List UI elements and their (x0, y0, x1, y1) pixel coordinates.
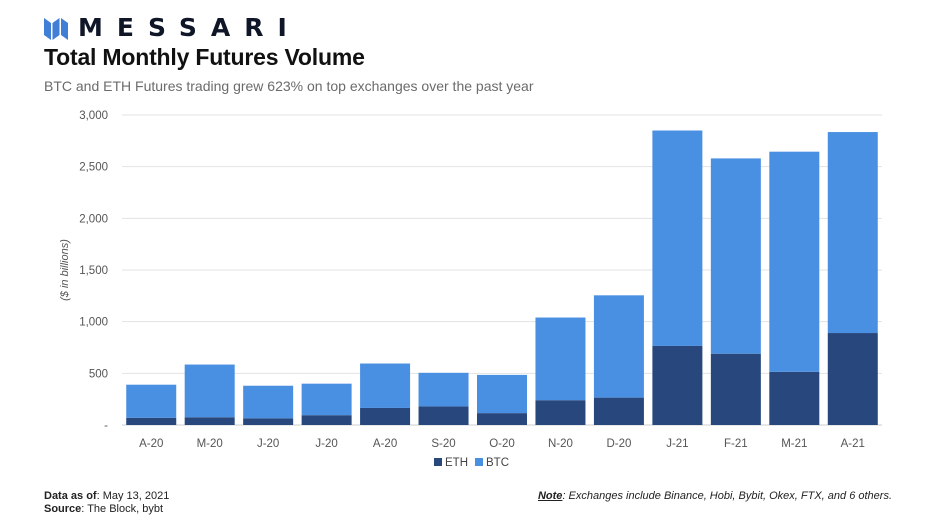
x-tick-label: A-20 (139, 438, 163, 450)
bar-eth (301, 415, 352, 425)
bar-eth (126, 417, 177, 425)
note-label: Note (537, 490, 563, 502)
bar-btc (827, 132, 878, 334)
bar-btc (535, 317, 586, 401)
x-tick-label: M-20 (197, 438, 223, 450)
bar-btc (243, 385, 294, 419)
bar-eth (243, 418, 294, 425)
bar-eth (477, 413, 527, 425)
x-tick-label: N-20 (548, 438, 573, 450)
x-tick-label: M-21 (781, 438, 807, 450)
bar-btc (301, 383, 352, 416)
chart-title: Total Monthly Futures Volume (44, 44, 365, 70)
x-tick-label: O-20 (489, 438, 515, 450)
bar-btc (477, 374, 527, 414)
bar-eth (360, 407, 411, 425)
data-as-of: Data as of: May 13, 2021 (44, 490, 169, 503)
messari-logo-icon (44, 18, 68, 40)
bar-eth (418, 406, 469, 425)
bar-btc (184, 364, 235, 418)
x-tick-label: D-20 (606, 438, 631, 450)
y-tick-label: - (104, 420, 108, 432)
bar-btc (126, 384, 177, 418)
y-tick-label: 3,000 (79, 110, 108, 122)
x-tick-label: A-20 (373, 438, 397, 450)
y-tick-label: 2,500 (79, 162, 108, 174)
x-tick-label: J-21 (666, 438, 688, 450)
bar-eth (827, 333, 878, 425)
bar-btc (769, 151, 820, 372)
data-as-of-value: : May 13, 2021 (96, 490, 170, 502)
note-value: : Exchanges include Binance, Hobi, Bybit… (562, 490, 892, 502)
data-as-of-label: Data as of (44, 490, 97, 502)
bar-btc (593, 295, 644, 398)
legend-swatch-btc (475, 458, 483, 466)
bar-eth (535, 400, 586, 425)
bar-btc (360, 363, 411, 408)
bar-eth (593, 397, 644, 425)
y-tick-label: 1,000 (79, 317, 108, 329)
x-tick-label: J-20 (257, 438, 279, 450)
source-line: Source: The Block, bybt (44, 503, 169, 516)
brand-name: MESSARI (78, 13, 301, 42)
bar-btc (418, 372, 469, 407)
y-tick-label: 1,500 (79, 265, 108, 277)
y-axis-label: ($ in billions) (59, 239, 71, 301)
footer-source-block: Data as of: May 13, 2021 Source: The Blo… (44, 490, 169, 516)
x-tick-label: J-20 (315, 438, 337, 450)
bar-eth (769, 371, 820, 425)
messari-logo: MESSARI (44, 14, 301, 42)
x-tick-label: A-21 (841, 438, 865, 450)
bar-eth (184, 417, 235, 425)
legend-label-eth: ETH (445, 457, 468, 469)
legend-swatch-eth (434, 458, 442, 466)
x-tick-label: F-21 (724, 438, 748, 450)
y-tick-label: 2,000 (79, 213, 108, 225)
x-tick-label: S-20 (431, 438, 455, 450)
y-tick-label: 500 (89, 368, 108, 380)
footer-note: Note: Exchanges include Binance, Hobi, B… (538, 490, 892, 502)
bar-eth (710, 353, 761, 425)
futures-volume-chart: - 500 1,000 1,500 2,000 2,500 3,000 ($ in billi… (59, 110, 882, 469)
chart-subtitle: BTC and ETH Futures trading grew 623% on… (44, 78, 534, 94)
legend-label-btc: BTC (486, 457, 509, 469)
bar-eth (652, 345, 703, 425)
source-label: Source (44, 503, 82, 515)
source-value: : The Block, bybt (81, 503, 164, 515)
bar-btc (710, 158, 761, 354)
bar-btc (652, 130, 703, 346)
